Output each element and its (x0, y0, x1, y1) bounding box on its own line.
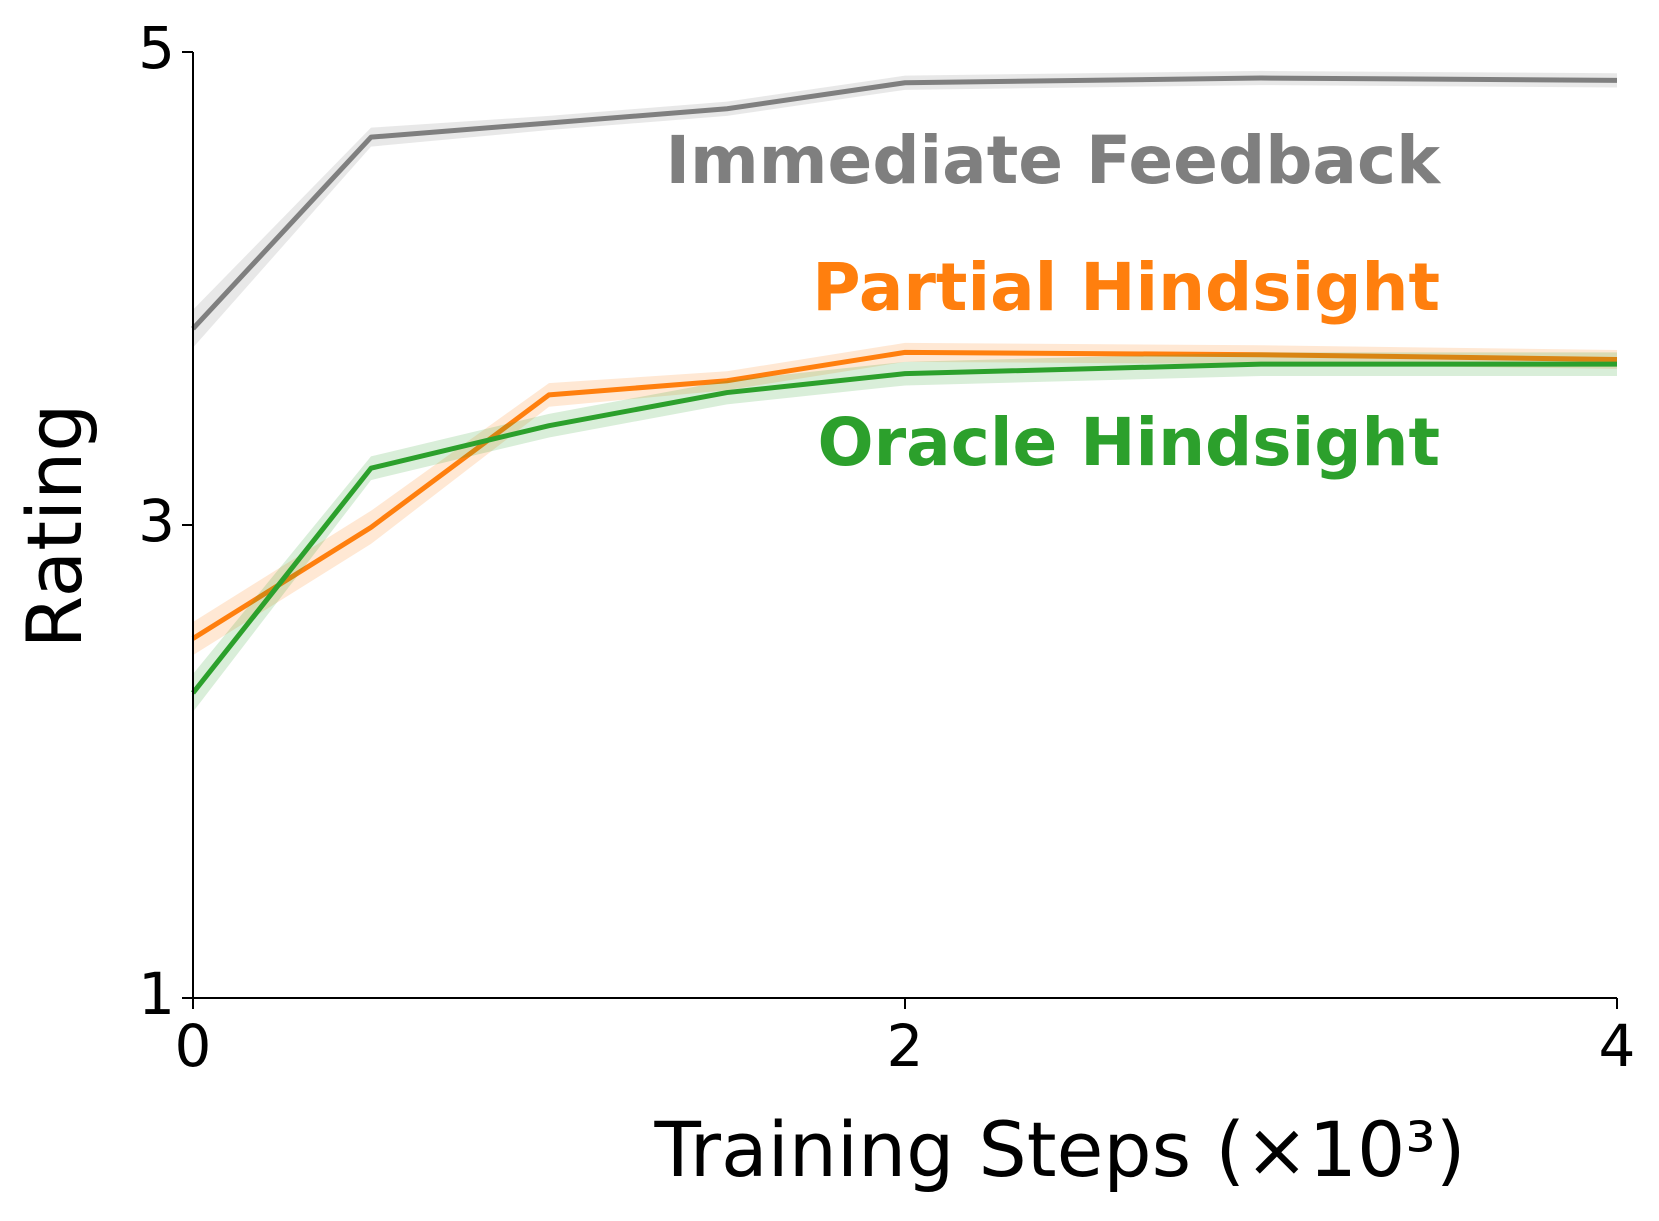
y-tick-label: 1 (138, 960, 175, 1028)
series-label: Partial Hindsight (812, 249, 1440, 326)
x-tick-label: 2 (887, 1012, 924, 1080)
y-axis-label: Rating (10, 403, 99, 648)
y-tick-label: 5 (138, 14, 175, 82)
x-axis-label: Training Steps (×10³) (654, 1105, 1466, 1194)
series-label: Immediate Feedback (665, 122, 1442, 199)
series-line (191, 75, 1618, 331)
x-tick-label: 4 (1599, 1012, 1636, 1080)
x-tick-label: 0 (175, 1012, 212, 1080)
series-line (191, 349, 1618, 641)
series-line (191, 361, 1617, 695)
y-tick-label: 3 (138, 487, 175, 555)
series-label: Oracle Hindsight (818, 404, 1440, 481)
